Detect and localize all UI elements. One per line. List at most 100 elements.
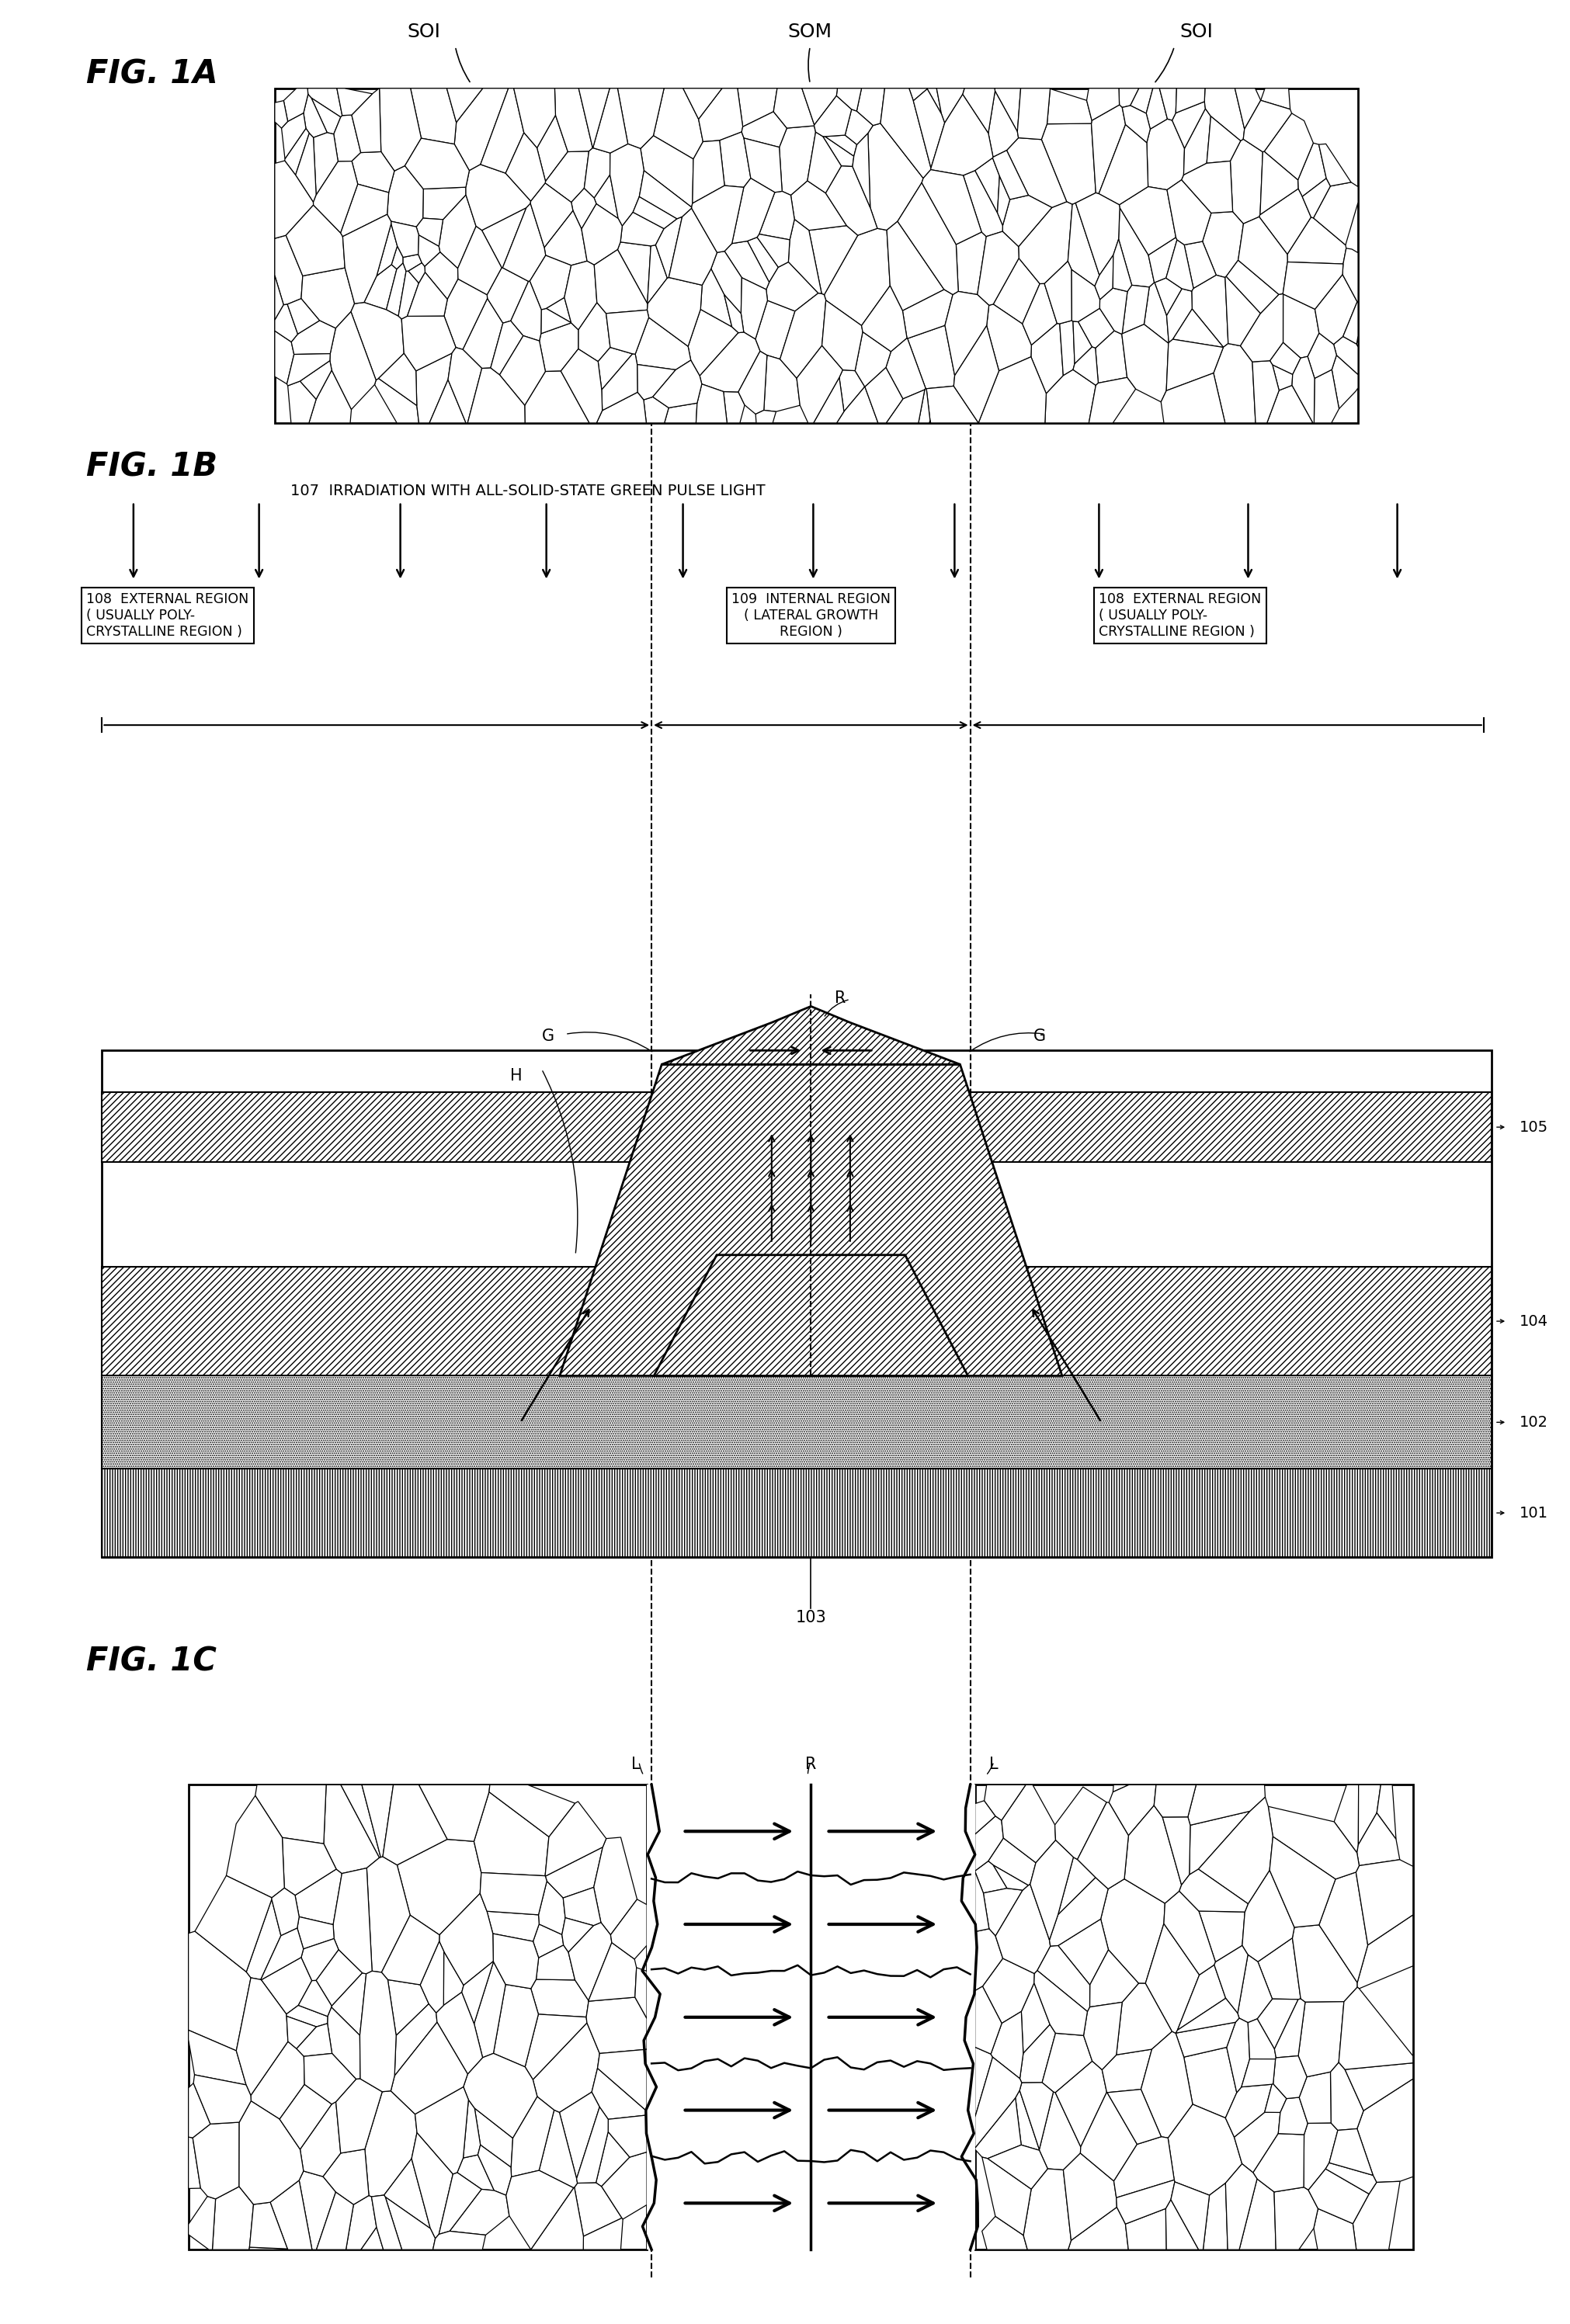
Polygon shape — [1167, 339, 1223, 390]
Polygon shape — [1184, 109, 1210, 174]
Text: 105: 105 — [1520, 1120, 1548, 1134]
Polygon shape — [581, 205, 622, 265]
Bar — [275, 88, 1358, 423]
Polygon shape — [1226, 2017, 1250, 2092]
Polygon shape — [1119, 88, 1138, 107]
Polygon shape — [1358, 1915, 1413, 1989]
Polygon shape — [333, 1868, 372, 1973]
Polygon shape — [506, 2171, 573, 2250]
Polygon shape — [239, 2101, 303, 2205]
Polygon shape — [364, 265, 397, 309]
Polygon shape — [490, 321, 523, 374]
Polygon shape — [755, 411, 776, 423]
Polygon shape — [535, 1945, 575, 1980]
Polygon shape — [316, 1950, 363, 2006]
Polygon shape — [564, 1887, 601, 1927]
Polygon shape — [534, 1924, 564, 1957]
Polygon shape — [418, 235, 440, 267]
Polygon shape — [1261, 151, 1298, 214]
Polygon shape — [1259, 188, 1311, 253]
Polygon shape — [1019, 2082, 1053, 2150]
Polygon shape — [440, 2173, 482, 2233]
Polygon shape — [1234, 2113, 1280, 2173]
Polygon shape — [399, 272, 419, 318]
Polygon shape — [539, 1880, 565, 1934]
Text: FIG. 1C: FIG. 1C — [86, 1645, 217, 1678]
Polygon shape — [1330, 2129, 1374, 2175]
Polygon shape — [275, 100, 287, 128]
Polygon shape — [1308, 332, 1336, 379]
Polygon shape — [1292, 356, 1314, 423]
Polygon shape — [1345, 2064, 1413, 2110]
Polygon shape — [983, 2157, 1031, 2236]
Polygon shape — [524, 2015, 587, 2080]
Polygon shape — [1060, 321, 1074, 376]
Polygon shape — [1126, 2208, 1167, 2250]
Polygon shape — [1113, 239, 1132, 290]
Polygon shape — [1226, 2085, 1272, 2138]
Polygon shape — [774, 88, 815, 128]
Polygon shape — [1044, 260, 1072, 323]
Polygon shape — [732, 179, 774, 244]
Polygon shape — [385, 2159, 430, 2229]
Polygon shape — [975, 1987, 1002, 2054]
Polygon shape — [1072, 270, 1101, 321]
Polygon shape — [1116, 1982, 1173, 2054]
Polygon shape — [1002, 1785, 1055, 1864]
Polygon shape — [699, 88, 743, 142]
Polygon shape — [1298, 144, 1327, 198]
Polygon shape — [1168, 2103, 1242, 2196]
Polygon shape — [542, 309, 571, 335]
Polygon shape — [962, 88, 995, 132]
Bar — [647, 1785, 975, 2250]
Polygon shape — [1107, 2089, 1162, 2145]
Polygon shape — [981, 2217, 1027, 2250]
Polygon shape — [352, 88, 382, 153]
Polygon shape — [1055, 2061, 1107, 2147]
Polygon shape — [994, 88, 1020, 132]
Polygon shape — [405, 137, 469, 188]
Polygon shape — [584, 149, 611, 198]
Polygon shape — [397, 1838, 482, 1936]
Polygon shape — [1123, 105, 1151, 142]
Polygon shape — [1102, 2050, 1152, 2092]
Polygon shape — [1058, 1857, 1096, 1915]
Polygon shape — [945, 290, 989, 376]
Polygon shape — [691, 186, 744, 253]
Bar — [102, 1469, 1492, 1557]
Polygon shape — [1192, 274, 1228, 346]
Bar — [188, 1785, 647, 2250]
Polygon shape — [212, 2187, 253, 2250]
Polygon shape — [449, 2189, 509, 2236]
Polygon shape — [195, 1875, 272, 1971]
Polygon shape — [608, 2115, 647, 2157]
Polygon shape — [1275, 2187, 1317, 2250]
Polygon shape — [463, 297, 502, 367]
Polygon shape — [1199, 1910, 1245, 1961]
Polygon shape — [1203, 211, 1243, 277]
Polygon shape — [1292, 1924, 1358, 2003]
Polygon shape — [336, 2078, 382, 2152]
Polygon shape — [193, 2075, 251, 2124]
Text: 108  EXTERNAL REGION
( USUALLY POLY-
CRYSTALLINE REGION ): 108 EXTERNAL REGION ( USUALLY POLY- CRYS… — [86, 593, 248, 639]
Polygon shape — [975, 1815, 1003, 1871]
Polygon shape — [391, 221, 419, 258]
Polygon shape — [1287, 216, 1345, 265]
Polygon shape — [647, 244, 667, 304]
Polygon shape — [656, 216, 683, 279]
Polygon shape — [1377, 1785, 1396, 1838]
Polygon shape — [1063, 2152, 1116, 2240]
Polygon shape — [1146, 88, 1168, 130]
Polygon shape — [611, 1899, 647, 1959]
Polygon shape — [1167, 239, 1193, 290]
Polygon shape — [1096, 330, 1127, 383]
Polygon shape — [700, 332, 760, 393]
Polygon shape — [407, 272, 447, 316]
Polygon shape — [529, 256, 571, 309]
Polygon shape — [637, 365, 675, 400]
Polygon shape — [1072, 321, 1093, 363]
Polygon shape — [419, 1785, 490, 1841]
Polygon shape — [578, 302, 611, 363]
Polygon shape — [281, 114, 306, 158]
Polygon shape — [984, 1785, 1025, 1820]
